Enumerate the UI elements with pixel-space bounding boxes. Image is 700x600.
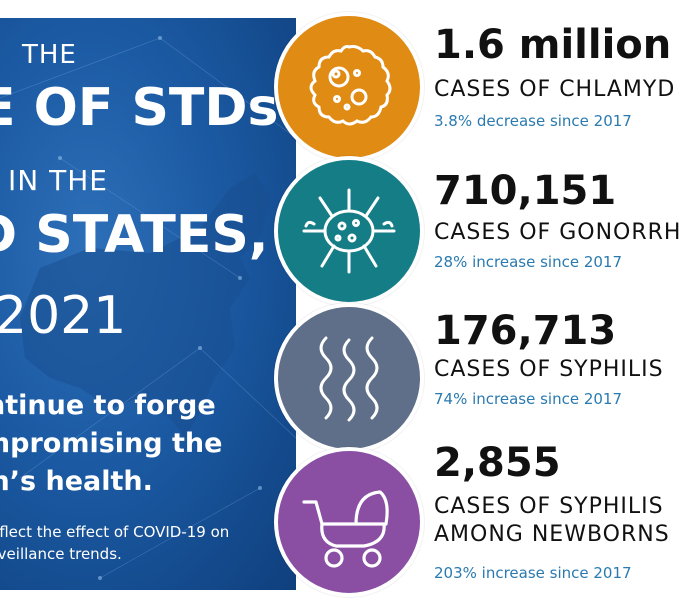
congenital-syphilis-circle — [274, 447, 424, 597]
germ-icon — [302, 188, 396, 274]
congenital-syphilis-change: 203% increase since 2017 — [434, 564, 632, 582]
title-united-states: D STATES, — [0, 205, 269, 265]
title-panel: THE E OF STDs IN THE D STATES, 2021 ntin… — [0, 18, 296, 590]
chlamydia-count: 1.6 million — [434, 22, 672, 68]
syphilis-label: CASES OF SYPHILIS — [434, 357, 664, 382]
statement-line-3: on’s health. — [0, 466, 153, 497]
us-map-background — [0, 36, 296, 580]
chlamydia-circle — [274, 12, 424, 162]
statement-line-2: mpromising the — [0, 428, 223, 459]
title-year: 2021 — [0, 286, 127, 346]
syphilis-count: 176,713 — [434, 308, 617, 354]
congenital-syphilis-label-line-1: CASES OF SYPHILIS — [434, 494, 664, 519]
chlamydia-label: CASES OF CHLAMYD — [434, 77, 676, 102]
gonorrhea-count: 710,151 — [434, 168, 617, 214]
bacterium-icon — [309, 45, 392, 126]
syphilis-change: 74% increase since 2017 — [434, 390, 623, 408]
baby-carriage-icon — [302, 490, 389, 568]
statement-line-1: ntinue to forge — [0, 390, 216, 421]
spirochete-icon — [319, 336, 379, 422]
title-in-the: IN THE — [8, 164, 108, 197]
gonorrhea-label: CASES OF GONORRH — [434, 220, 682, 245]
gonorrhea-circle — [274, 156, 424, 306]
note-line-1: eflect the effect of COVID-19 on — [0, 523, 230, 541]
title-state-of-stds: E OF STDs — [0, 78, 279, 138]
chlamydia-change: 3.8% decrease since 2017 — [434, 112, 632, 130]
congenital-syphilis-count: 2,855 — [434, 440, 561, 486]
congenital-syphilis-label-line-2: AMONG NEWBORNS — [434, 522, 670, 547]
note-line-2: urveillance trends. — [0, 545, 122, 563]
title-the: THE — [22, 40, 77, 70]
gonorrhea-change: 28% increase since 2017 — [434, 253, 623, 271]
syphilis-circle — [274, 303, 424, 453]
